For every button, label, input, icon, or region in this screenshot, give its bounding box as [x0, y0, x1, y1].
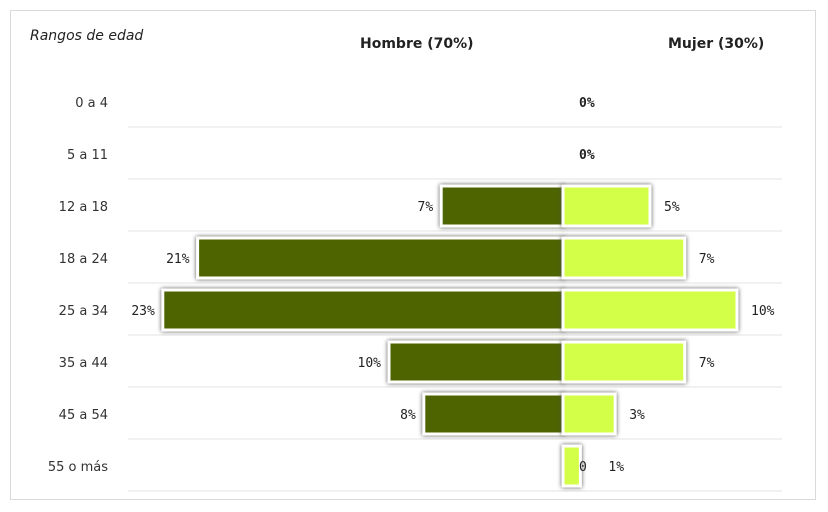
data-label-female: 3% [629, 408, 645, 423]
category-axis-header: Rangos de edad [30, 28, 144, 44]
bar-female [561, 392, 617, 436]
data-label-male: 0 [579, 460, 587, 475]
data-label-row: 0% [579, 148, 595, 163]
bar-female [561, 340, 687, 384]
data-label-male: 7% [418, 200, 434, 215]
data-label-female: 1% [608, 460, 624, 475]
data-label-female: 7% [699, 252, 715, 267]
bar-male [439, 184, 565, 228]
data-label-male: 10% [358, 356, 382, 371]
category-label: 45 a 54 [59, 408, 108, 423]
category-label: 12 a 18 [59, 200, 108, 215]
data-label-male: 8% [400, 408, 416, 423]
bar-female [561, 288, 739, 332]
category-label: 0 a 4 [75, 96, 108, 111]
data-label-male: 23% [131, 304, 155, 319]
category-label: 35 a 44 [59, 356, 108, 371]
category-label: 55 o más [48, 460, 108, 475]
data-label-female: 5% [664, 200, 680, 215]
category-label: 25 a 34 [59, 304, 108, 319]
data-label-female: 10% [751, 304, 775, 319]
bar-male [387, 340, 565, 384]
category-label: 18 a 24 [59, 252, 108, 267]
category-label: 5 a 11 [67, 148, 108, 163]
bar-female [561, 444, 582, 488]
bar-female [561, 236, 687, 280]
series-header-female: Mujer (30%) [668, 36, 765, 52]
bar-male [161, 288, 565, 332]
bar-male [196, 236, 565, 280]
bar-female [561, 184, 652, 228]
data-label-row: 0% [579, 96, 595, 111]
bar-male [422, 392, 565, 436]
data-label-male: 21% [166, 252, 190, 267]
chart-frame [10, 10, 816, 500]
series-header-male: Hombre (70%) [360, 36, 474, 52]
data-label-female: 7% [699, 356, 715, 371]
